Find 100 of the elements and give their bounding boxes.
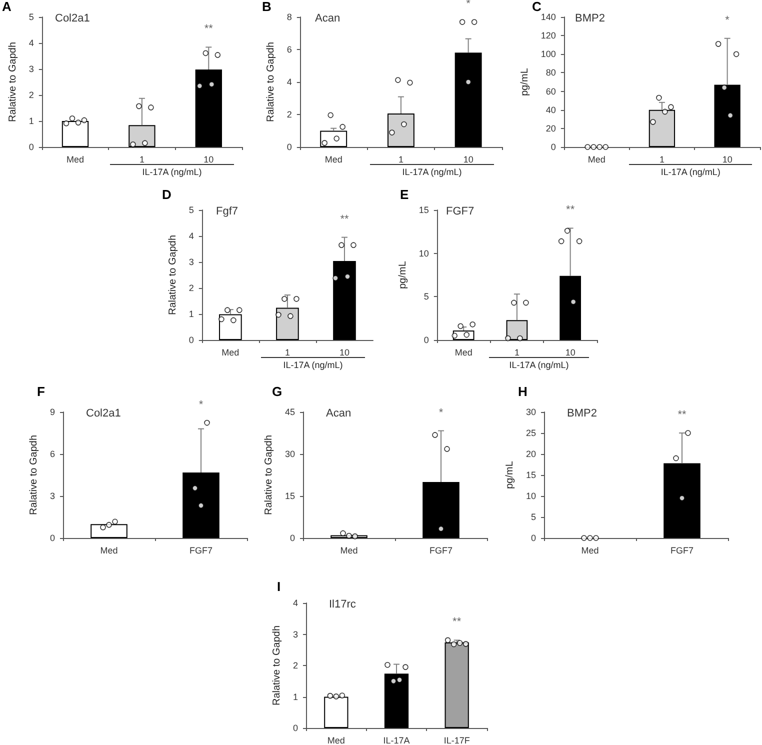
y-tick-label: 0 [424,335,429,345]
text: IL-17A (ng/mL) [370,164,494,177]
text: E [400,187,409,202]
x-tick-label: Med [222,348,240,358]
y-tick-label: 10 [418,248,429,258]
chart-title: Col2a1 [86,408,121,420]
y-tick-label: 1 [188,309,194,319]
y-tick-label: 0 [290,533,295,543]
y-tick-label: 0 [550,142,556,152]
bar [506,320,528,340]
x-tick-label: Med [581,546,599,556]
y-tick-label: 5 [188,205,194,215]
text: D [162,187,172,202]
y-tick-label: 3 [188,257,194,267]
x-tick-label: 1 [659,154,664,164]
y-tick-label: 8 [286,12,292,22]
y-tick-label: 80 [546,68,556,78]
y-tick-label: 140 [540,12,556,22]
chart-title: Col2a1 [55,12,90,24]
x-tick-label: Med [327,736,345,745]
bar [333,260,356,340]
x-tick-label: Med [588,154,606,164]
annotation: * [725,14,730,26]
x-tick-label: 10 [204,154,214,164]
chart-title: BMP2 [567,408,597,420]
y-tick-label: 20 [546,123,556,134]
y-tick-label: 0 [50,533,55,543]
y-axis-title: Ralative to Gapdh [168,234,178,316]
y-tick-label: 40 [546,104,556,115]
x-tick-label: IL-17F [444,736,470,745]
y-tick-label: 1 [292,692,298,702]
y-axis-title: pg/mL [398,260,408,289]
text: C [532,0,542,14]
bar [387,114,414,147]
y-tick-label: 120 [540,30,556,41]
y-tick-label: 25 [526,428,536,438]
y-tick-label: 4 [28,38,34,48]
x-tick-label: FGF7 [429,546,453,556]
annotation: ** [452,616,462,628]
y-tick-label: 30 [284,449,295,459]
y-tick-label: 4 [292,598,298,608]
bar [454,52,482,147]
annotation: * [438,406,444,419]
y-tick-label: 10 [526,491,536,501]
y-tick-label: 2 [28,90,34,100]
x-tick-label: 10 [339,348,350,358]
y-tick-label: 2 [188,283,194,293]
annotation: ** [678,409,687,421]
y-tick-label: 30 [526,407,536,417]
x-tick-label: Med [340,546,358,556]
x-tick-label: FGF7 [189,546,213,556]
y-tick-label: 0 [530,533,536,543]
y-tick-label: 15 [418,205,429,215]
x-tick-label: 10 [722,154,732,164]
y-axis-title: pg/mL [504,460,516,489]
y-axis-title: Ralative to Gapdh [272,625,283,706]
y-tick-label: 5 [530,512,536,522]
x-tick-label: Med [66,154,84,164]
y-tick-label: 6 [50,449,55,459]
text: B [262,0,272,14]
y-axis-title: pg/mL [520,68,530,96]
y-tick-label: 45 [284,407,295,417]
text: * [198,398,204,411]
y-tick-label: 4 [188,231,194,241]
y-tick-label: 2 [286,110,292,120]
text: IL-17A (ng/mL) [629,164,752,177]
x-tick-label: Med [324,154,342,164]
text: A [2,0,12,14]
y-tick-label: 5 [424,292,429,302]
y-tick-label: 0 [188,335,194,345]
bar [276,308,299,340]
y-tick-label: 9 [50,407,55,417]
y-tick-label: 3 [292,629,298,640]
y-tick-label: 15 [526,470,536,480]
x-tick-label: 10 [463,154,474,164]
x-tick-label: 10 [565,348,576,358]
y-axis-title: Ralative to Gapdh [28,434,40,516]
y-axis-title: Ralative to Gapdh [264,434,275,516]
bar [384,674,409,728]
x-tick-label: IL-17A [383,736,410,745]
y-tick-label: 100 [540,49,556,60]
y-tick-label: 3 [28,64,34,74]
chart-title: Acan [315,12,340,24]
annotation: ** [340,213,350,226]
annotation: ** [566,204,576,216]
chart-title: BMP2 [575,12,605,24]
chart-title: Acan [326,408,352,420]
y-tick-label: 20 [526,449,536,459]
y-axis-title: Ralative to Gapdh [8,42,18,122]
text: G [272,384,282,399]
y-tick-label: 4 [286,77,292,87]
bar [560,276,581,340]
text: F [37,384,45,399]
chart-title: Il17rc [329,598,356,610]
bar [195,70,222,147]
y-axis-title: Ralative to Gapdh [266,42,276,122]
annotation: ** [204,23,214,36]
y-tick-label: 5 [28,12,34,22]
x-tick-label: 1 [139,154,144,164]
chart-title: FGF7 [446,206,474,218]
